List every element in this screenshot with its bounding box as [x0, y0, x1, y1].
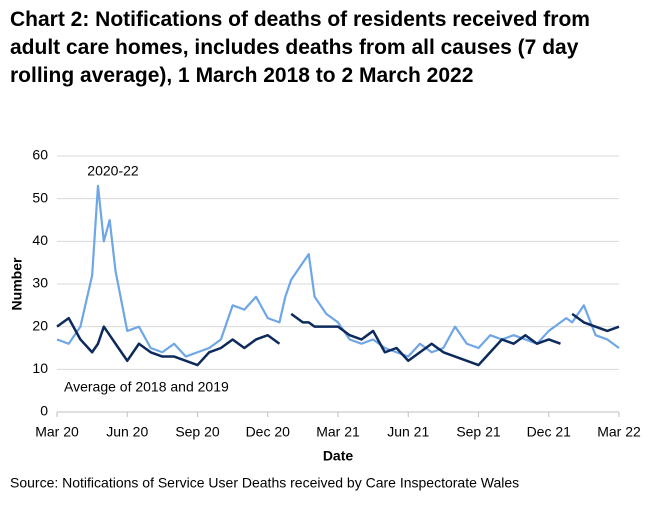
- y-tick-label: 10: [32, 360, 48, 376]
- x-tick-label: Dec 21: [527, 424, 572, 440]
- line: [56, 184, 620, 358]
- annotation: Average of 2018 and 2019: [64, 379, 229, 395]
- y-tick-label: 30: [32, 275, 48, 291]
- y-axis-label: Number: [9, 257, 25, 310]
- line: [571, 312, 620, 333]
- y-tick-label: 0: [40, 403, 48, 419]
- y-tick-label: 50: [32, 189, 48, 205]
- y-tick-label: 60: [32, 147, 48, 163]
- x-tick-label: Jun 21: [387, 424, 429, 440]
- annotation: 2020-22: [87, 163, 139, 179]
- x-tick-label: Mar 20: [35, 424, 79, 440]
- x-tick-label: Dec 20: [246, 424, 291, 440]
- x-tick-label: Mar 22: [597, 424, 641, 440]
- x-tick-label: Jun 20: [106, 424, 148, 440]
- x-axis-label: Date: [323, 448, 354, 464]
- chart-title: Chart 2: Notifications of deaths of resi…: [10, 8, 590, 87]
- line: [56, 316, 281, 367]
- source: Source: Notifications of Service User De…: [10, 475, 519, 491]
- x-tick-label: Sep 20: [175, 424, 220, 440]
- x-tick-label: Mar 21: [316, 424, 360, 440]
- x-tick-label: Sep 21: [456, 424, 501, 440]
- y-tick-label: 40: [32, 232, 48, 248]
- y-tick-label: 20: [32, 317, 48, 333]
- line: [290, 312, 561, 367]
